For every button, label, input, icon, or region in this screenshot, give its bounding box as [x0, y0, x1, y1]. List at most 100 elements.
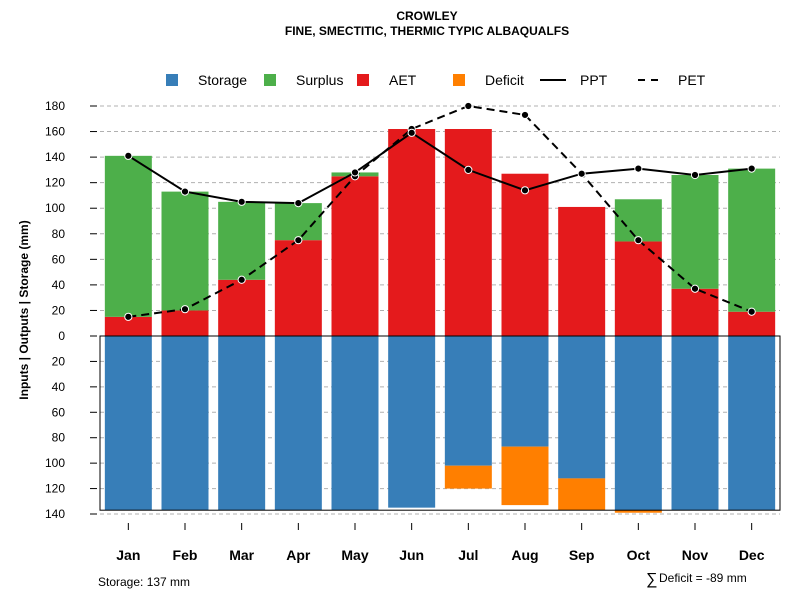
y-tick-label: 100 [45, 201, 65, 215]
x-tick-label: Aug [511, 547, 538, 563]
y-tick-label: 100 [45, 456, 65, 470]
x-tick-label: Nov [682, 547, 709, 563]
point-ppt [124, 151, 133, 160]
point-ppt [747, 164, 756, 173]
bar-storage [444, 336, 492, 466]
bar-aet [218, 279, 266, 336]
bar-deficit [501, 446, 549, 506]
x-tick-label: Jul [458, 547, 478, 563]
bar-storage [501, 336, 549, 447]
bar-aet [161, 310, 209, 336]
y-tick-label: 80 [52, 431, 66, 445]
x-tick-label: Jun [399, 547, 424, 563]
lines [124, 101, 756, 321]
point-ppt [464, 165, 473, 174]
y-tick-label: 160 [45, 125, 65, 139]
point-pet [520, 110, 530, 120]
bar-surplus [218, 201, 266, 280]
bar-storage [671, 336, 719, 511]
x-tick-label: Dec [739, 547, 765, 563]
chart-title: CROWLEY [396, 9, 457, 23]
storage-note: Storage: 137 mm [98, 575, 190, 589]
bar-aet [274, 240, 322, 336]
x-tick-label: Feb [173, 547, 198, 563]
point-ppt [180, 187, 190, 196]
point-ppt [520, 186, 530, 195]
sum-icon: ∑ [646, 571, 657, 588]
y-tick-label: 140 [45, 150, 65, 164]
legend-label: PPT [580, 72, 608, 88]
legend-label: AET [389, 72, 417, 88]
y-tick-label: 140 [45, 507, 65, 521]
bar-storage [161, 336, 209, 511]
y-tick-label: 120 [45, 176, 65, 190]
bar-storage [331, 336, 379, 511]
y-tick-label: 0 [58, 329, 65, 343]
bar-surplus [161, 191, 209, 311]
bar-surplus [104, 155, 152, 317]
x-tick-label: May [341, 547, 368, 563]
line-ppt [127, 131, 752, 205]
bar-aet [388, 129, 436, 336]
bar-storage [558, 336, 606, 479]
bar-aet [671, 288, 719, 336]
legend-swatch [357, 74, 369, 86]
y-tick-label: 40 [52, 278, 66, 292]
legend-label: PET [678, 72, 706, 88]
point-pet [747, 307, 756, 316]
bars [104, 129, 776, 513]
bar-aet [558, 206, 606, 336]
bar-surplus [671, 175, 719, 289]
bar-aet [501, 173, 549, 336]
y-tick-label: 40 [52, 380, 66, 394]
bar-storage [728, 336, 776, 511]
bar-aet [444, 129, 492, 336]
axes: 0 20 40 60 80 100 120 140 160 180 20 40 60 80 100 120 14… [45, 99, 781, 563]
bar-aet [614, 241, 662, 336]
legend-label: Surplus [296, 72, 343, 88]
line-pet [128, 104, 753, 318]
bar-deficit [444, 465, 492, 489]
point-ppt [690, 170, 700, 180]
bar-aet [104, 316, 152, 336]
legend-label: Deficit [485, 72, 524, 88]
y-tick-label: 60 [52, 405, 66, 419]
point-pet [294, 236, 303, 245]
legend-swatch [264, 74, 276, 86]
point-pet [124, 312, 133, 321]
bar-storage [274, 336, 322, 511]
point-pet [634, 236, 643, 245]
x-tick-label: Mar [229, 547, 254, 563]
bar-storage [614, 336, 662, 511]
point-pet [237, 275, 246, 284]
x-tick-label: Jan [116, 547, 140, 563]
y-tick-label: 120 [45, 482, 65, 496]
chart-subtitle: FINE, SMECTITIC, THERMIC TYPIC ALBAQUALF… [285, 24, 569, 38]
bar-surplus [728, 168, 776, 312]
point-pet [180, 305, 190, 314]
x-tick-label: Apr [286, 547, 311, 563]
bar-deficit [614, 510, 662, 513]
point-pet [690, 284, 700, 293]
legend: Storage Surplus AET Deficit PPT PET [166, 72, 706, 88]
point-ppt [294, 199, 303, 208]
y-tick-label: 60 [52, 252, 66, 266]
bar-aet [331, 176, 379, 336]
point-ppt [634, 164, 643, 173]
y-tick-label: 20 [52, 303, 66, 317]
point-ppt [237, 197, 246, 206]
gridlines [100, 105, 780, 515]
deficit-note: Deficit = -89 mm [659, 571, 747, 585]
y-tick-label: 180 [45, 99, 65, 113]
point-ppt [350, 168, 360, 177]
y-tick-label: 20 [52, 354, 66, 368]
bar-storage [218, 336, 266, 511]
legend-label: Storage [198, 72, 247, 88]
legend-swatch [166, 74, 178, 86]
bar-storage [104, 336, 152, 511]
point-ppt [407, 128, 416, 137]
x-tick-label: Oct [627, 547, 651, 563]
y-tick-label: 80 [52, 227, 66, 241]
bar-deficit [558, 478, 606, 511]
